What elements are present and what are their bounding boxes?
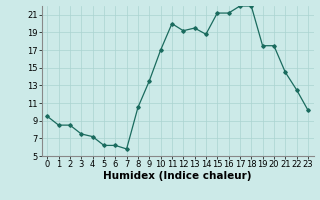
X-axis label: Humidex (Indice chaleur): Humidex (Indice chaleur) xyxy=(103,171,252,181)
